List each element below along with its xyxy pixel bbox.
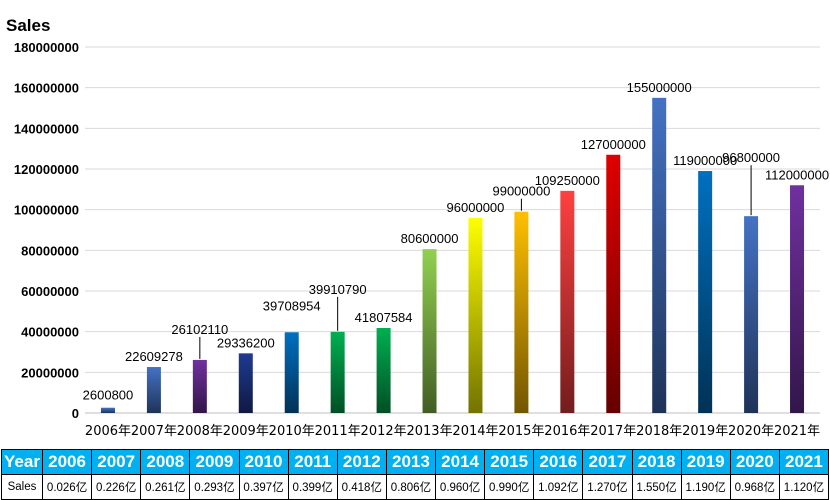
sales-cell: 0.261亿 [140,474,191,500]
data-label: 22609278 [125,349,183,364]
year-cell: 2015 [484,449,535,475]
y-tick-label: 0 [72,406,79,421]
sales-cell: 0.990亿 [484,474,535,500]
data-label: 39910790 [309,282,367,297]
x-tick-label: 2013年 [406,424,452,439]
data-label: 26102110 [171,322,228,337]
year-row: Year 2006 2007 2008 2009 2010 2011 2012 2013 201… [1,449,830,475]
year-cell: 2013 [385,449,437,475]
x-tick-label: 2010年 [269,424,315,439]
bar [238,353,253,413]
bar [560,190,575,413]
y-tick-label: 160000000 [14,81,79,96]
year-cell: 2007 [91,449,142,475]
year-cell: 2011 [287,449,338,475]
x-tick-label: 2016年 [544,424,590,439]
sales-cell: 0.960亿 [434,474,486,500]
bar [468,217,483,413]
year-cell: 2008 [140,449,191,475]
data-label: 96000000 [447,200,505,215]
year-cell: 2021 [778,449,830,475]
bar [514,211,529,413]
bar [100,407,115,413]
data-label: 2600800 [83,388,134,403]
bar [422,249,437,413]
data-label: 112000000 [765,167,829,182]
x-tick-label: 2008年 [177,424,223,439]
data-label: 39708954 [263,298,321,313]
bar-chart: 0 20000000 40000000 60000000 80000000 1000000… [14,40,829,439]
sales-cell: 1.270亿 [582,474,633,500]
sales-cell: 0.026亿 [41,474,93,500]
chart-title: Sales [6,16,51,35]
x-tick-label: 2011年 [315,424,361,439]
sales-cell: 0.397亿 [238,474,289,500]
sales-cell: 0.399亿 [287,474,338,500]
sales-row: Sales 0.026亿 0.226亿 0.261亿 0.293亿 0.397亿 0.39… [1,474,830,500]
year-cell: 2019 [680,449,731,475]
bar [330,331,345,413]
sales-cell: 0.418亿 [336,474,387,500]
x-tick-label: 2021年 [774,424,820,439]
sales-cell: 1.092亿 [533,474,584,500]
bar [698,171,713,413]
year-cell: 2006 [41,449,93,475]
data-label: 119000000 [673,153,737,168]
data-label: 96800000 [722,150,780,165]
y-tick-label: 40000000 [21,325,79,340]
x-tick-label: 2007年 [131,424,177,439]
x-tick-label: 2020年 [728,424,774,439]
y-tick-label: 60000000 [21,284,79,299]
year-row-label: Year [1,449,43,475]
x-tick-label: 2019年 [682,424,728,439]
sales-row-label: Sales [1,474,43,500]
bar [146,367,161,413]
x-tick-label: 2012年 [361,424,407,439]
year-cell: 2012 [336,449,387,475]
data-label: 29336200 [217,335,275,350]
sales-cell: 0.806亿 [385,474,437,500]
y-tick-label: 180000000 [14,40,79,55]
x-tick-label: 2017年 [590,424,636,439]
y-tick-label: 20000000 [21,365,79,380]
year-cell: 2017 [582,449,633,475]
year-cell: 2018 [631,449,682,475]
sales-cell: 1.550亿 [631,474,682,500]
data-label: 99000000 [492,184,550,199]
bar [744,216,759,413]
bar [284,332,299,413]
bar [790,185,805,413]
x-tick-label: 2018年 [636,424,682,439]
sales-cell: 1.190亿 [680,474,731,500]
bar [652,97,667,413]
x-tick-label: 2009年 [223,424,269,439]
data-table: Year 2006 2007 2008 2009 2010 2011 2012 2013 201… [1,449,830,500]
year-cell: 2014 [434,449,486,475]
data-label: 127000000 [581,137,646,152]
data-label: 80600000 [401,231,459,246]
sales-cell: 0.226亿 [91,474,142,500]
sales-cell: 1.120亿 [778,474,830,500]
x-tick-label: 2015年 [498,424,544,439]
data-label: 155000000 [627,80,692,95]
bar [376,327,391,413]
sales-cell: 0.293亿 [189,474,240,500]
y-tick-label: 100000000 [14,203,79,218]
y-tick-label: 140000000 [14,121,79,136]
x-tick-label: 2014年 [452,424,498,439]
bar [192,359,207,413]
year-cell: 2016 [533,449,584,475]
sales-cell: 0.968亿 [729,474,780,500]
bar [606,154,621,413]
year-cell: 2020 [729,449,780,475]
year-cell: 2009 [189,449,240,475]
year-cell: 2010 [238,449,289,475]
x-tick-label: 2006年 [85,424,131,439]
y-tick-label: 80000000 [21,243,79,258]
y-tick-label: 120000000 [14,162,79,177]
data-label: 41807584 [355,310,413,325]
data-label: 109250000 [535,173,600,188]
